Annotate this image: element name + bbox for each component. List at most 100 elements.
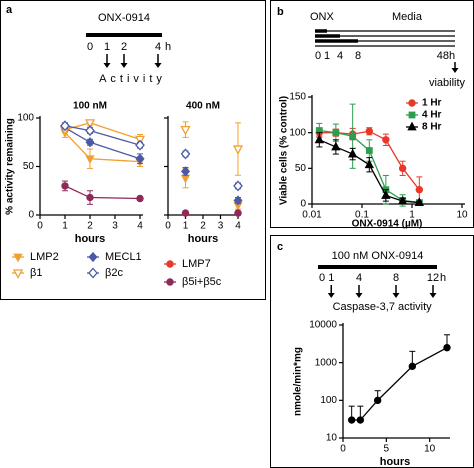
data-point — [365, 147, 373, 154]
series-line — [64, 127, 141, 160]
legend-marker — [408, 99, 416, 107]
data-point — [233, 195, 243, 206]
data-point — [84, 119, 96, 129]
data-point — [234, 209, 242, 217]
chart-title: 400 nM — [186, 101, 220, 112]
timeline-title: Media — [392, 11, 423, 23]
data-point — [347, 148, 358, 158]
data-point — [181, 209, 190, 217]
panel-frame — [270, 0, 474, 228]
data-point — [135, 153, 145, 164]
timeline-tick: 0 — [87, 41, 93, 53]
timeline-unit: h — [440, 272, 446, 284]
data-point — [314, 134, 324, 144]
timeline-title: ONX-0914 — [98, 12, 150, 24]
timeline-title: ONX — [310, 11, 335, 23]
legend-marker — [166, 260, 174, 268]
legend-label: MECL1 — [105, 251, 142, 263]
timeline-title: 100 nM ONX-0914 — [332, 250, 424, 262]
data-point — [364, 159, 374, 169]
panel-label: a — [6, 4, 13, 16]
timeline-tick: 48 — [437, 50, 449, 62]
arrow-head — [154, 63, 162, 68]
arrow-head — [103, 63, 111, 68]
legend-marker — [12, 269, 24, 279]
data-point — [180, 166, 191, 177]
timeline-readout: viability — [429, 77, 466, 89]
y-axis-label: nmole/min*mg — [293, 347, 304, 416]
y-axis-label: % activity remaining — [5, 118, 16, 215]
legend-label: LMP2 — [30, 251, 59, 263]
timeline-readout: Activity — [99, 73, 166, 85]
timeline-tick: 8 — [355, 50, 361, 62]
x-tick-label: 0.01 — [302, 210, 322, 221]
timeline-tick: 0 — [315, 50, 321, 62]
x-tick-label: 10 — [456, 210, 468, 221]
x-axis-label: hours — [188, 233, 219, 245]
x-tick-label: 2 — [87, 221, 93, 232]
legend-label: β5i+β5c — [182, 276, 222, 288]
x-tick-label: 1 — [62, 221, 68, 232]
series-line — [351, 347, 448, 421]
timeline-tick: 4 — [356, 272, 362, 284]
x-tick-label: 0 — [165, 221, 171, 232]
data-point — [180, 148, 191, 160]
data-point — [415, 186, 424, 194]
timeline-tick: 2 — [121, 41, 127, 53]
data-point — [356, 416, 365, 424]
data-point — [332, 129, 340, 137]
series-line — [64, 122, 141, 140]
timeline-tick: 0 — [319, 272, 325, 284]
legend-label: β2c — [105, 267, 123, 279]
panel-label: b — [277, 6, 284, 18]
data-point — [135, 139, 145, 151]
x-axis-label: hours — [380, 456, 411, 468]
data-point — [86, 193, 94, 202]
data-point — [347, 416, 356, 424]
arrow-head — [451, 68, 459, 73]
y-tick-label: 100 — [17, 113, 34, 124]
legend-label: LMP7 — [182, 258, 211, 270]
data-point — [136, 194, 144, 203]
data-point — [331, 141, 341, 151]
x-tick-label: 3 — [218, 221, 224, 232]
timeline-tick: 12 — [427, 272, 439, 284]
timeline-tick: 8 — [393, 272, 399, 284]
legend-marker — [407, 121, 417, 131]
legend-marker — [408, 111, 416, 119]
series-line — [64, 185, 141, 200]
data-point — [373, 396, 382, 405]
data-point — [443, 343, 451, 352]
timeline-readout: Caspase-3,7 activity — [333, 301, 433, 313]
x-tick-label: 10 — [424, 444, 436, 455]
data-point — [381, 190, 391, 199]
y-tick-label: 100 — [289, 127, 306, 138]
data-point — [408, 362, 417, 371]
x-tick-label: 2 — [200, 221, 206, 232]
legend-marker — [88, 267, 98, 279]
data-point — [61, 182, 69, 190]
x-tick-label: 5 — [384, 444, 390, 455]
data-point — [398, 164, 407, 173]
y-axis-label: Viable cells (% control) — [279, 96, 290, 205]
y-tick-label: 50 — [295, 163, 307, 174]
y-tick-label: 10000 — [309, 320, 337, 331]
y-tick-label: 0 — [300, 199, 306, 210]
chart-title: 100 nM — [73, 101, 107, 112]
timeline-tick: 4 — [155, 41, 161, 53]
timeline-tick: 1 — [104, 41, 110, 53]
data-point — [85, 137, 95, 148]
data-point — [85, 125, 95, 137]
legend-label: 1 Hr — [422, 98, 442, 109]
x-axis-label: ONX-0914 (µM) — [352, 219, 423, 230]
timeline-tick: 4 — [337, 50, 343, 62]
y-tick-label: 10 — [326, 433, 338, 444]
y-tick-label: 150 — [289, 92, 306, 103]
y-tick-label: 50 — [23, 161, 35, 172]
legend-label: 8 Hr — [422, 122, 442, 133]
panel-label: c — [277, 241, 283, 253]
timeline-unit: h — [449, 50, 455, 62]
legend-label: 4 Hr — [422, 110, 442, 121]
arrow-head — [429, 293, 437, 298]
